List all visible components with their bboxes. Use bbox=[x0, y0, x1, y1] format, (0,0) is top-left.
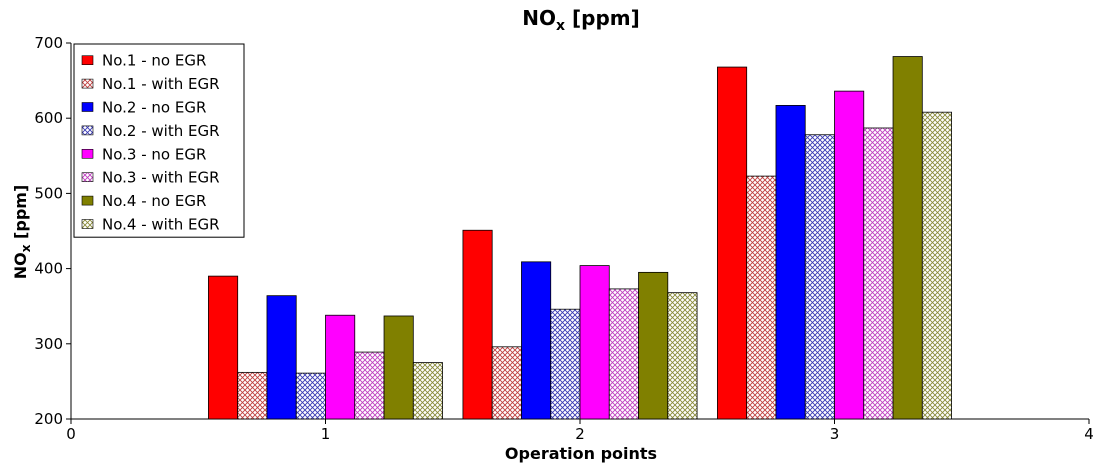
bar bbox=[550, 308, 581, 420]
legend-entry-label: No.2 - with EGR bbox=[102, 122, 220, 140]
bar bbox=[638, 271, 669, 420]
y-axis-label-unit: [ppm] bbox=[11, 185, 30, 245]
bar bbox=[462, 229, 493, 420]
y-tick-label: 700 bbox=[34, 34, 63, 52]
bar bbox=[325, 314, 356, 420]
y-tick-label: 600 bbox=[34, 109, 63, 127]
legend-entry-label: No.4 - no EGR bbox=[102, 192, 206, 210]
legend-swatch bbox=[81, 78, 94, 89]
bar bbox=[892, 56, 923, 420]
legend-entry-label: No.1 - no EGR bbox=[102, 52, 206, 70]
y-axis-label: NOx [ppm] bbox=[11, 185, 33, 280]
bar bbox=[717, 66, 748, 420]
chart-title: NOx [ppm] bbox=[522, 6, 640, 34]
x-tick-label: 2 bbox=[575, 425, 585, 443]
y-axis-label-main: NO bbox=[11, 252, 30, 279]
bar bbox=[863, 127, 894, 420]
bar bbox=[412, 362, 443, 420]
legend-swatch bbox=[81, 125, 94, 136]
bar bbox=[804, 134, 835, 420]
y-tick-label: 200 bbox=[34, 410, 63, 428]
legend-swatch bbox=[81, 55, 94, 66]
bar bbox=[295, 372, 326, 420]
x-tick-label: 0 bbox=[66, 425, 76, 443]
bar bbox=[834, 90, 865, 420]
bar bbox=[354, 351, 385, 420]
chart-title-main: NO bbox=[522, 6, 556, 30]
legend: No.1 - no EGR No.1 - with EGR No.2 - no EG… bbox=[73, 43, 245, 238]
legend-swatch bbox=[81, 149, 94, 159]
legend-swatch bbox=[81, 102, 94, 112]
legend-swatch bbox=[81, 195, 94, 206]
bar bbox=[746, 175, 777, 420]
bar bbox=[491, 346, 522, 420]
ticks-group: 200 300 400 500 600 700 0 1 2 3 4 bbox=[34, 34, 1093, 443]
legend-entry-label: No.4 - with EGR bbox=[102, 216, 220, 234]
legend-box bbox=[73, 43, 245, 238]
bars-group bbox=[208, 56, 952, 420]
x-axis-label: Operation points bbox=[505, 444, 657, 463]
y-tick-label: 300 bbox=[34, 335, 63, 353]
bar bbox=[579, 265, 610, 420]
y-tick-label: 500 bbox=[34, 184, 63, 202]
chart-title-sub: x bbox=[556, 18, 565, 34]
x-tick-label: 3 bbox=[830, 425, 840, 443]
bar bbox=[383, 315, 414, 420]
y-axis-label-sub: x bbox=[19, 244, 33, 252]
bar bbox=[608, 288, 639, 420]
legend-entry-label: No.3 - with EGR bbox=[102, 169, 220, 187]
x-tick-label: 4 bbox=[1084, 425, 1094, 443]
bar bbox=[521, 261, 552, 420]
bar bbox=[921, 111, 952, 420]
bar bbox=[237, 371, 268, 420]
legend-entry-label: No.3 - no EGR bbox=[102, 145, 206, 163]
legend-swatch bbox=[81, 172, 94, 182]
bar bbox=[266, 295, 297, 420]
x-tick-label: 1 bbox=[321, 425, 331, 443]
legend-entry-label: No.1 - with EGR bbox=[102, 75, 220, 93]
y-tick-label: 400 bbox=[34, 260, 63, 278]
legend-entry-label: No.2 - no EGR bbox=[102, 99, 206, 117]
chart-title-unit: [ppm] bbox=[565, 6, 640, 30]
legend-swatch bbox=[81, 219, 94, 229]
bar bbox=[208, 275, 239, 420]
bar bbox=[775, 105, 806, 420]
bar bbox=[667, 292, 698, 420]
